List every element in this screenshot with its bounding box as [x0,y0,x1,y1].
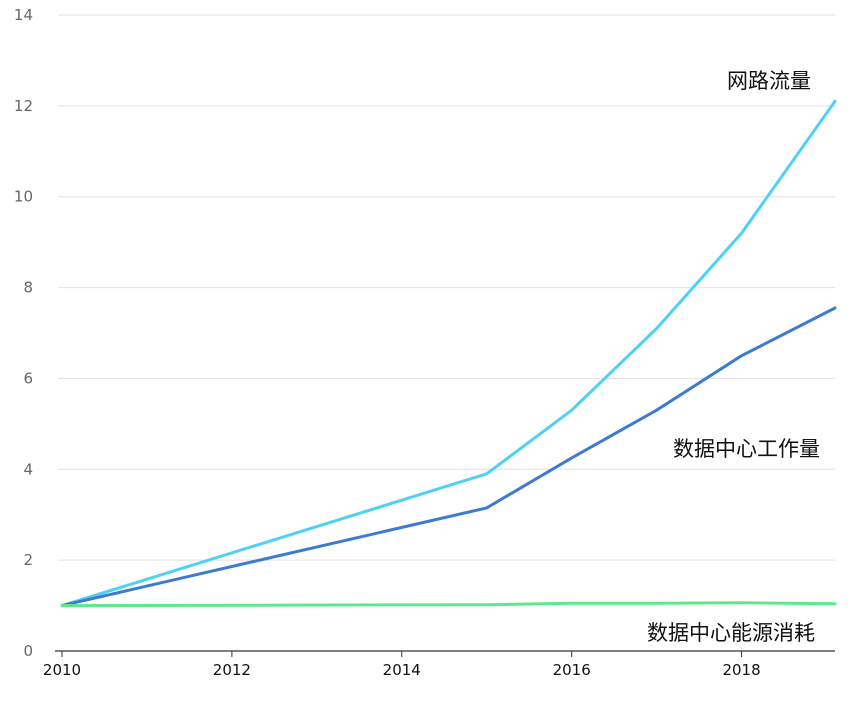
series-label-network-traffic: 网路流量 [727,69,811,93]
y-tick-label: 4 [23,460,33,478]
y-tick-label: 0 [23,642,33,660]
series-label-datacenter-energy: 数据中心能源消耗 [647,621,815,645]
series-label-datacenter-workload: 数据中心工作量 [673,437,820,461]
x-tick-label: 2016 [553,661,591,679]
y-tick-label: 12 [14,97,33,115]
y-tick-label: 6 [23,369,33,387]
series-line-datacenter-energy [60,601,837,608]
series-lines [60,99,837,608]
x-axis-ticks: 2010 2012 2014 2016 2018 [43,651,761,679]
x-tick-label: 2012 [213,661,251,679]
grid-lines [58,14,835,561]
series-labels: 网路流量 数据中心工作量 数据中心能源消耗 [647,69,820,645]
series-line-network-traffic [60,99,837,608]
y-tick-label: 2 [23,551,33,569]
y-tick-label: 10 [14,188,33,206]
x-tick-label: 2018 [722,661,760,679]
x-tick-label: 2014 [383,661,421,679]
y-tick-label: 8 [23,279,33,297]
x-tick-label: 2010 [43,661,81,679]
series-line-datacenter-workload [60,306,837,608]
y-tick-label: 14 [14,6,33,24]
y-axis-ticks: 0 2 4 6 8 10 12 14 [14,6,33,660]
